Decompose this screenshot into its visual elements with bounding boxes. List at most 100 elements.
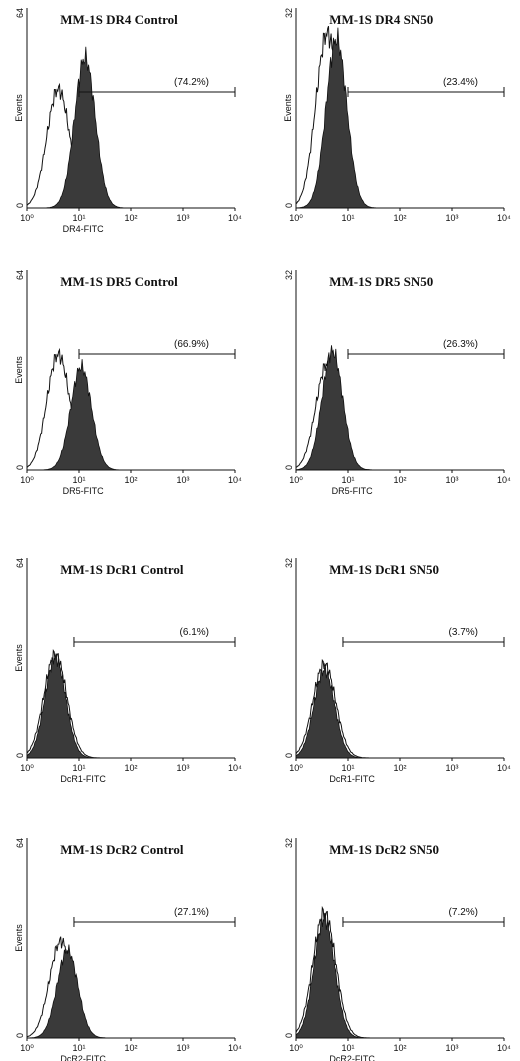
open-histogram <box>295 905 371 1039</box>
panel-title: MM-1S DR5 Control <box>60 274 178 289</box>
x-tick-label: 10⁴ <box>497 1043 511 1053</box>
y-tick-label: 0 <box>15 753 25 758</box>
filled-histogram <box>295 27 379 209</box>
y-tick-label: 0 <box>15 203 25 208</box>
gate-percentage: (26.3%) <box>443 339 478 350</box>
x-tick-label: 10⁰ <box>20 213 34 223</box>
x-tick-label: 10⁴ <box>228 475 242 485</box>
panel-title: MM-1S DcR2 Control <box>60 842 184 857</box>
x-axis-label: DR4-FITC <box>63 224 104 234</box>
gate-marker: (23.4%) <box>347 77 505 97</box>
gate-marker: (26.3%) <box>347 339 505 359</box>
y-axis-label: Events <box>14 94 24 122</box>
filled-histogram <box>295 665 366 759</box>
histogram-panel: 0 64 Events 10⁰ 10¹ 10² 10³ 10⁴ DcR1-FITC MM-1S D… <box>14 558 242 784</box>
gate-marker: (66.9%) <box>78 339 236 359</box>
gate-marker: (7.2%) <box>342 907 505 927</box>
x-tick-label: 10⁴ <box>228 763 242 773</box>
x-tick-label: 10⁴ <box>228 213 242 223</box>
panel-title: MM-1S DR4 SN50 <box>329 12 433 27</box>
x-tick-label: 10⁴ <box>228 1043 242 1053</box>
x-tick-label: 10² <box>393 475 406 485</box>
x-tick-label: 10¹ <box>341 1043 354 1053</box>
y-axis-label: Events <box>14 356 24 384</box>
histogram-panel: 0 32 10⁰ 10¹ 10² 10³ 10⁴ DR5-FITC MM-1S DR5 SN50… <box>284 270 511 496</box>
histogram-panel: 0 64 Events 10⁰ 10¹ 10² 10³ 10⁴ DR5-FITC MM-1S DR… <box>14 270 242 496</box>
panel-title: MM-1S DcR2 SN50 <box>329 842 439 857</box>
y-tick-label: 64 <box>15 838 25 848</box>
y-tick-label: 0 <box>284 1033 294 1038</box>
y-tick-label: 0 <box>284 465 294 470</box>
x-axis-label: DcR1-FITC <box>60 774 106 784</box>
y-tick-label: 0 <box>284 203 294 208</box>
gate-percentage: (66.9%) <box>174 339 209 350</box>
x-tick-label: 10² <box>393 1043 406 1053</box>
x-axis-label: DR5-FITC <box>332 486 373 496</box>
x-tick-label: 10⁰ <box>289 763 303 773</box>
x-tick-label: 10⁰ <box>20 475 34 485</box>
x-tick-label: 10⁴ <box>497 213 511 223</box>
y-axis-label: Events <box>283 94 293 122</box>
filled-histogram <box>42 46 127 209</box>
x-tick-label: 10² <box>393 763 406 773</box>
x-tick-label: 10² <box>124 763 137 773</box>
x-axis-label: DR5-FITC <box>63 486 104 496</box>
y-tick-label: 64 <box>15 558 25 568</box>
filled-histogram <box>26 944 110 1039</box>
x-tick-label: 10⁰ <box>20 763 34 773</box>
x-tick-label: 10¹ <box>72 475 85 485</box>
x-tick-label: 10⁰ <box>289 213 303 223</box>
gate-percentage: (6.1%) <box>180 627 209 638</box>
histogram-panel: 0 32 Events 10⁰ 10¹ 10² 10³ 10⁴ MM-1S DR4 SN50 (2… <box>283 8 511 223</box>
histogram-panel: 0 64 Events 10⁰ 10¹ 10² 10³ 10⁴ DR4-FITC MM-1S DR… <box>14 8 242 234</box>
x-tick-label: 10⁴ <box>497 475 511 485</box>
y-tick-label: 32 <box>284 270 294 280</box>
x-tick-label: 10² <box>124 213 137 223</box>
filled-histogram <box>26 652 97 759</box>
open-histogram <box>295 658 371 759</box>
x-tick-label: 10³ <box>176 213 189 223</box>
y-tick-label: 0 <box>284 753 294 758</box>
x-tick-label: 10² <box>124 1043 137 1053</box>
x-tick-label: 10³ <box>445 1043 458 1053</box>
x-tick-label: 10⁰ <box>20 1043 34 1053</box>
gate-percentage: (3.7%) <box>449 627 478 638</box>
filled-histogram <box>295 913 366 1039</box>
x-axis-label: DcR1-FITC <box>329 774 375 784</box>
x-tick-label: 10⁴ <box>497 763 511 773</box>
histogram-panel: 0 32 10⁰ 10¹ 10² 10³ 10⁴ DcR2-FITC MM-1S DcR2 SN… <box>284 838 511 1061</box>
gate-percentage: (7.2%) <box>449 907 478 918</box>
gate-marker: (74.2%) <box>78 77 236 97</box>
x-tick-label: 10¹ <box>341 475 354 485</box>
x-tick-label: 10³ <box>176 475 189 485</box>
x-tick-label: 10³ <box>445 763 458 773</box>
y-tick-label: 64 <box>15 270 25 280</box>
x-tick-label: 10¹ <box>341 213 354 223</box>
x-tick-label: 10¹ <box>72 1043 85 1053</box>
x-tick-label: 10⁰ <box>289 475 303 485</box>
panel-title: MM-1S DR5 SN50 <box>329 274 433 289</box>
x-tick-label: 10² <box>124 475 137 485</box>
x-tick-label: 10² <box>393 213 406 223</box>
y-tick-label: 32 <box>284 8 294 18</box>
histogram-panel: 0 64 Events 10⁰ 10¹ 10² 10³ 10⁴ DcR2-FITC MM-1S D… <box>14 838 242 1061</box>
y-tick-label: 32 <box>284 838 294 848</box>
gate-marker: (6.1%) <box>73 627 236 647</box>
y-tick-label: 32 <box>284 558 294 568</box>
y-tick-label: 64 <box>15 8 25 18</box>
x-tick-label: 10¹ <box>72 213 85 223</box>
histogram-panel: 0 32 10⁰ 10¹ 10² 10³ 10⁴ DcR1-FITC MM-1S DcR1 SN… <box>284 558 511 784</box>
gate-marker: (3.7%) <box>342 627 505 647</box>
x-tick-label: 10³ <box>445 475 458 485</box>
panel-title: MM-1S DR4 Control <box>60 12 178 27</box>
x-tick-label: 10³ <box>445 213 458 223</box>
panel-title: MM-1S DcR1 SN50 <box>329 562 439 577</box>
x-tick-label: 10⁰ <box>289 1043 303 1053</box>
x-tick-label: 10³ <box>176 763 189 773</box>
y-tick-label: 0 <box>15 1033 25 1038</box>
x-axis-label: DcR2-FITC <box>329 1054 375 1061</box>
panel-title: MM-1S DcR1 Control <box>60 562 184 577</box>
y-axis-label: Events <box>14 924 24 952</box>
open-histogram <box>26 648 102 759</box>
